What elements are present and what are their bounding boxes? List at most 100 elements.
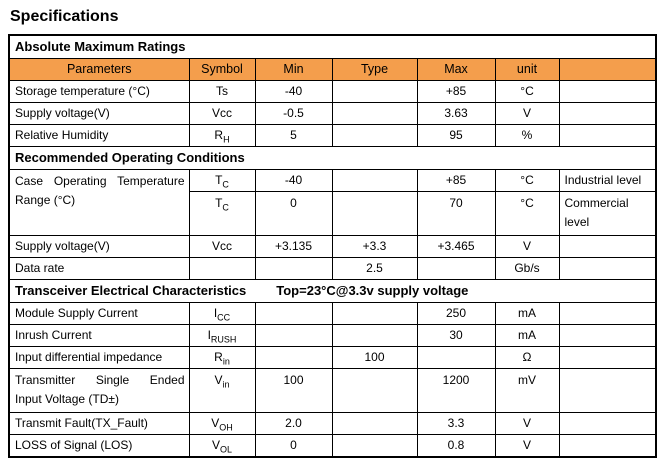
unit-cell: mA <box>494 302 560 325</box>
parameter-line: Supply voltage(V) <box>15 106 110 120</box>
column-header-row: Parameters Symbol Min Type Max unit <box>8 58 657 81</box>
note-cell <box>558 434 657 458</box>
unit-cell: °C <box>494 191 560 236</box>
symbol-subscript: C <box>222 179 229 190</box>
column-header-type: Type <box>331 58 418 81</box>
table-row: TC 0 70 °C Commercial level <box>9 191 657 236</box>
min-cell <box>254 257 333 280</box>
max-cell: +85 <box>416 80 496 103</box>
section-label: Recommended Operating Conditions <box>15 150 245 165</box>
parameter-line: Storage temperature (°C) <box>15 84 150 98</box>
note-cell <box>558 80 657 103</box>
symbol-subscript: C <box>222 202 229 213</box>
unit-cell: % <box>494 124 560 147</box>
parameter-cell: Supply voltage(V) <box>8 102 190 125</box>
max-cell: 0.8 <box>416 434 496 458</box>
symbol-subscript: CC <box>217 312 231 323</box>
type-cell: 2.5 <box>331 257 418 280</box>
min-cell <box>254 302 333 325</box>
symbol-cell: RH <box>188 124 256 147</box>
section-header-row: Transceiver Electrical Characteristics To… <box>8 279 657 303</box>
symbol-cell: VOL <box>188 434 256 458</box>
table-row: Transmitter Single Ended Input Voltage (T… <box>8 368 657 413</box>
table-row: Supply voltage(V) Vcc +3.135 +3.3 +3.465 V <box>8 235 657 258</box>
note-cell: Commercial level <box>558 191 657 236</box>
max-cell: 30 <box>416 324 496 347</box>
parameter-cell: Transmit Fault(TX_Fault) <box>8 412 190 435</box>
parameter-cell: Storage temperature (°C) <box>8 80 190 103</box>
symbol-cell: IRUSH <box>188 324 256 347</box>
type-cell <box>331 191 418 236</box>
min-cell <box>254 346 333 369</box>
unit-cell: V <box>494 235 560 258</box>
max-cell: 1200 <box>416 368 496 413</box>
max-cell: 95 <box>416 124 496 147</box>
min-cell: -0.5 <box>254 102 333 125</box>
symbol-subscript: in <box>222 379 230 390</box>
section-label: Absolute Maximum Ratings <box>15 39 186 54</box>
type-cell <box>331 169 418 192</box>
table-row: Input differential impedance Rin 100 Ω <box>8 346 657 369</box>
symbol-cell: VOH <box>188 412 256 435</box>
type-cell <box>331 368 418 413</box>
column-header-unit: unit <box>494 58 560 81</box>
type-cell <box>331 102 418 125</box>
symbol-cell: Vcc <box>188 235 256 258</box>
parameter-line: Case Operating Temperature <box>15 174 185 188</box>
min-cell: 0 <box>254 434 333 458</box>
type-cell <box>331 324 418 347</box>
section-header-cell: Absolute Maximum Ratings <box>8 34 657 59</box>
symbol-cell: TC <box>188 191 256 236</box>
table-row: Data rate 2.5 Gb/s <box>8 257 657 280</box>
max-cell: +85 <box>416 169 496 192</box>
symbol-cell: Ts <box>188 80 256 103</box>
symbol-subscript: in <box>222 356 230 367</box>
parameter-cell: Relative Humidity <box>8 124 190 147</box>
min-cell: -40 <box>254 80 333 103</box>
unit-cell: V <box>494 434 560 458</box>
parameter-line: Data rate <box>15 261 65 275</box>
table-row: Inrush Current IRUSH 30 mA <box>8 324 657 347</box>
symbol-subscript: H <box>223 134 230 145</box>
parameter-cell: Data rate <box>8 257 190 280</box>
type-cell <box>331 434 418 458</box>
table-row: Relative Humidity RH 5 95% <box>8 124 657 147</box>
max-cell: 250 <box>416 302 496 325</box>
min-cell: 0 <box>254 191 333 236</box>
note-cell <box>558 324 657 347</box>
note-cell <box>558 102 657 125</box>
table-row: Case Operating Temperature Range (°C) TC -4… <box>8 169 657 236</box>
min-cell: 100 <box>254 368 333 413</box>
section-condition: Top=23°C@3.3v supply voltage <box>276 283 469 298</box>
type-cell: 100 <box>331 346 418 369</box>
column-header-notes <box>558 58 657 81</box>
parameter-line: Inrush Current <box>15 328 92 342</box>
parameter-line: Input Voltage (TD±) <box>15 392 119 406</box>
type-cell: +3.3 <box>331 235 418 258</box>
min-cell: +3.135 <box>254 235 333 258</box>
parameter-line: Module Supply Current <box>15 306 138 320</box>
table-row: Supply voltage(V) Vcc -0.5 3.63 V <box>8 102 657 125</box>
unit-cell: °C <box>494 80 560 103</box>
unit-cell: Ω <box>494 346 560 369</box>
parameter-cell: Supply voltage(V) <box>8 235 190 258</box>
unit-cell: V <box>494 102 560 125</box>
unit-cell: Gb/s <box>494 257 560 280</box>
type-cell <box>331 124 418 147</box>
column-header-symbol: Symbol <box>188 58 256 81</box>
column-header-max: Max <box>416 58 496 81</box>
symbol-cell <box>188 257 256 280</box>
parameter-line: Input differential impedance <box>15 350 163 364</box>
section-header-row: Absolute Maximum Ratings <box>8 34 657 59</box>
parameter-line: Transmitter Single Ended <box>15 373 185 387</box>
note-line: level <box>564 215 590 229</box>
specifications-table: Absolute Maximum Ratings Parameters Symbol… <box>8 34 658 458</box>
symbol-cell: TC <box>188 169 256 192</box>
symbol-subscript: RUSH <box>210 334 237 345</box>
max-cell <box>416 257 496 280</box>
section-header-cell: Transceiver Electrical Characteristics To… <box>8 279 657 303</box>
parameter-cell: Transmitter Single Ended Input Voltage (T… <box>8 368 190 413</box>
parameter-line: LOSS of Signal (LOS) <box>15 438 133 452</box>
column-header-parameters: Parameters <box>8 58 190 81</box>
